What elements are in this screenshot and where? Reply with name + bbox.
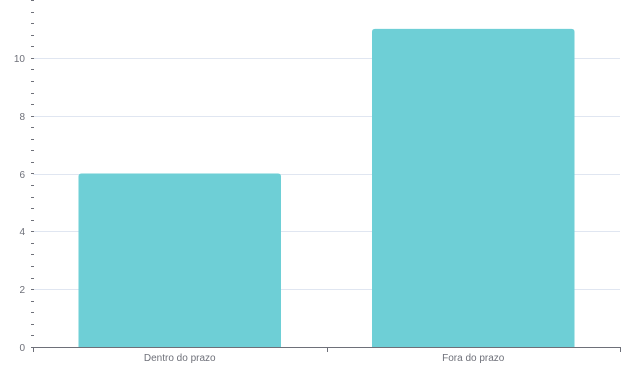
minor-tick-layer (31, 0, 34, 348)
y-axis: 0 2 4 6 8 10 (14, 54, 26, 354)
y-tick-label: 4 (19, 227, 25, 238)
x-tick-label: Dentro do prazo (144, 353, 216, 364)
x-tick-label: Fora do prazo (442, 353, 505, 364)
x-axis: Dentro do prazo Fora do prazo (33, 347, 621, 364)
y-tick-label: 6 (19, 170, 25, 181)
bar-1 (78, 173, 282, 347)
y-tick-label: 8 (19, 112, 25, 123)
y-tick-label: 2 (19, 285, 25, 296)
y-tick-label: 10 (14, 54, 26, 65)
bar-2 (371, 28, 575, 348)
bar-layer (78, 28, 575, 348)
y-tick-label: 0 (19, 343, 25, 354)
